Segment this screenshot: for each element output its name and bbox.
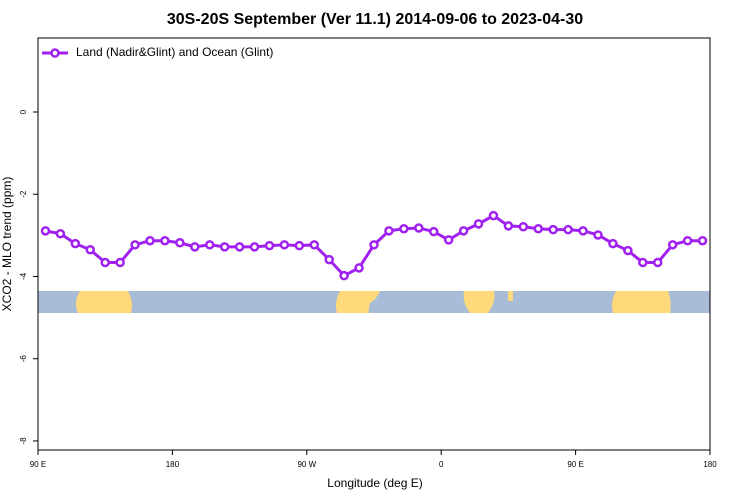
y-tick-label: -4 xyxy=(19,272,28,280)
data-point xyxy=(593,230,603,240)
data-point xyxy=(130,240,140,250)
data-point xyxy=(428,226,439,237)
data-point xyxy=(145,235,155,246)
data-point xyxy=(473,219,484,229)
x-tick-label: 90 E xyxy=(30,460,46,469)
legend-label: Land (Nadir&Glint) and Ocean (Glint) xyxy=(76,45,273,59)
data-point xyxy=(70,238,81,249)
data-point xyxy=(85,245,96,255)
data-point xyxy=(190,242,200,252)
data-point xyxy=(667,240,678,250)
y-tick-label: 0 xyxy=(19,109,28,114)
data-point xyxy=(219,242,230,252)
data-point xyxy=(652,257,663,268)
data-point xyxy=(638,257,648,268)
data-point xyxy=(55,228,66,239)
x-tick-label: 0 xyxy=(439,460,444,469)
y-tick-label: -8 xyxy=(19,437,28,445)
data-point xyxy=(294,240,305,251)
data-point xyxy=(279,240,290,250)
x-tick-label: 90 W xyxy=(297,460,316,469)
data-point xyxy=(115,257,125,268)
data-point xyxy=(458,226,469,236)
data-point xyxy=(399,224,409,234)
data-point xyxy=(100,257,110,268)
data-point xyxy=(443,235,454,245)
data-point xyxy=(175,238,185,248)
data-point xyxy=(369,240,379,250)
data-point xyxy=(488,210,499,221)
data-point xyxy=(682,235,693,246)
data-point xyxy=(354,263,364,273)
y-tick-label: -6 xyxy=(19,355,28,363)
x-tick-label: 90 E xyxy=(567,460,583,469)
data-point xyxy=(339,270,349,281)
data-point xyxy=(697,235,708,246)
data-point xyxy=(249,242,260,252)
data-point xyxy=(234,242,245,252)
y-axis-label: XCO2 - MLO trend (ppm) xyxy=(0,177,14,312)
x-tick-label: 180 xyxy=(703,460,717,469)
data-point xyxy=(563,224,573,235)
data-point xyxy=(204,240,215,250)
data-point xyxy=(578,226,588,236)
data-point xyxy=(414,223,424,233)
data-point xyxy=(548,224,558,235)
plot-frame xyxy=(37,37,711,451)
data-point xyxy=(384,226,394,236)
data-point xyxy=(40,226,51,236)
x-axis-label: Longitude (deg E) xyxy=(327,476,422,490)
data-point xyxy=(623,245,633,256)
data-point xyxy=(264,240,275,251)
data-point xyxy=(324,254,334,265)
x-tick-label: 180 xyxy=(166,460,180,469)
land-ocean-strip xyxy=(38,291,710,313)
legend-marker xyxy=(50,48,60,58)
data-point xyxy=(503,221,514,231)
data-point xyxy=(309,240,320,250)
data-point xyxy=(160,235,170,246)
data-point xyxy=(533,224,544,234)
data-point xyxy=(518,221,529,232)
chart-title: 30S-20S September (Ver 11.1) 2014-09-06 … xyxy=(167,11,583,28)
data-point xyxy=(608,238,618,249)
y-tick-label: -2 xyxy=(19,190,28,198)
